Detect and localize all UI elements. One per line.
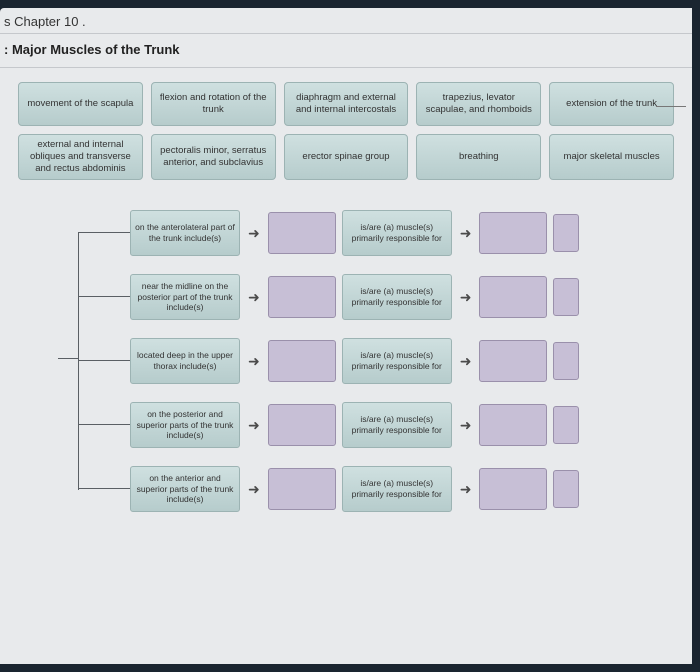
- flow-right-card: is/are (a) muscle(s) primarily responsib…: [342, 274, 452, 320]
- flow-left-card: located deep in the upper thorax include…: [130, 338, 240, 384]
- tree-branch: [78, 232, 130, 233]
- page-title: : Major Muscles of the Trunk: [0, 34, 692, 68]
- answer-tile[interactable]: external and internal obliques and trans…: [18, 134, 143, 180]
- arrow-right-icon: ➜: [246, 226, 262, 240]
- flow-row: near the midline on the posterior part o…: [130, 274, 579, 320]
- flow-row: on the anterior and superior parts of th…: [130, 466, 579, 512]
- flow-left-card: on the anterolateral part of the trunk i…: [130, 210, 240, 256]
- answer-tile[interactable]: erector spinae group: [284, 134, 409, 180]
- answer-tile[interactable]: movement of the scapula: [18, 82, 143, 126]
- arrow-right-icon: ➜: [246, 354, 262, 368]
- drop-slot-small[interactable]: [553, 406, 579, 444]
- arrow-right-icon: ➜: [246, 482, 262, 496]
- app-screen: s Chapter 10 . : Major Muscles of the Tr…: [0, 8, 692, 664]
- flow-row: on the anterolateral part of the trunk i…: [130, 210, 579, 256]
- drop-slot[interactable]: [479, 212, 547, 254]
- arrow-right-icon: ➜: [458, 354, 474, 368]
- drop-slot[interactable]: [268, 404, 336, 446]
- flow-row: located deep in the upper thorax include…: [130, 338, 579, 384]
- flow-left-card: on the posterior and superior parts of t…: [130, 402, 240, 448]
- tree-branch: [78, 424, 130, 425]
- drop-slot[interactable]: [479, 340, 547, 382]
- decorative-line: [656, 106, 686, 107]
- drop-slot[interactable]: [479, 404, 547, 446]
- tree-trunk-v: [78, 232, 79, 490]
- drop-slot[interactable]: [268, 212, 336, 254]
- arrow-right-icon: ➜: [458, 482, 474, 496]
- answer-tile[interactable]: flexion and rotation of the trunk: [151, 82, 276, 126]
- arrow-right-icon: ➜: [246, 290, 262, 304]
- drop-slot-small[interactable]: [553, 278, 579, 316]
- drop-slot[interactable]: [268, 468, 336, 510]
- drop-slot-small[interactable]: [553, 342, 579, 380]
- drop-slot[interactable]: [479, 276, 547, 318]
- tree-branch: [78, 488, 130, 489]
- arrow-right-icon: ➜: [458, 290, 474, 304]
- answer-tile[interactable]: major skeletal muscles: [549, 134, 674, 180]
- flow-row: on the posterior and superior parts of t…: [130, 402, 579, 448]
- drop-slot[interactable]: [268, 340, 336, 382]
- arrow-right-icon: ➜: [458, 226, 474, 240]
- drop-slot-small[interactable]: [553, 470, 579, 508]
- drop-slot[interactable]: [479, 468, 547, 510]
- flow-right-card: is/are (a) muscle(s) primarily responsib…: [342, 402, 452, 448]
- chapter-line: s Chapter 10 .: [0, 8, 692, 34]
- answer-tile[interactable]: extension of the trunk: [549, 82, 674, 126]
- flow-left-card: on the anterior and superior parts of th…: [130, 466, 240, 512]
- flow-right-card: is/are (a) muscle(s) primarily responsib…: [342, 466, 452, 512]
- arrow-right-icon: ➜: [246, 418, 262, 432]
- answer-tile-grid: movement of the scapula flexion and rota…: [18, 82, 674, 180]
- arrow-right-icon: ➜: [458, 418, 474, 432]
- flow-diagram: on the anterolateral part of the trunk i…: [58, 210, 674, 590]
- tree-trunk-h: [58, 358, 78, 359]
- answer-tile[interactable]: diaphragm and external and internal inte…: [284, 82, 409, 126]
- flow-left-card: near the midline on the posterior part o…: [130, 274, 240, 320]
- drop-slot[interactable]: [268, 276, 336, 318]
- tree-branch: [78, 296, 130, 297]
- flow-right-card: is/are (a) muscle(s) primarily responsib…: [342, 338, 452, 384]
- drop-slot-small[interactable]: [553, 214, 579, 252]
- answer-tile[interactable]: pectoralis minor, serratus anterior, and…: [151, 134, 276, 180]
- main-area: movement of the scapula flexion and rota…: [0, 68, 692, 590]
- flow-right-card: is/are (a) muscle(s) primarily responsib…: [342, 210, 452, 256]
- tree-branch: [78, 360, 130, 361]
- answer-tile[interactable]: breathing: [416, 134, 541, 180]
- answer-tile[interactable]: trapezius, levator scapulae, and rhomboi…: [416, 82, 541, 126]
- tree-connector: [58, 210, 130, 590]
